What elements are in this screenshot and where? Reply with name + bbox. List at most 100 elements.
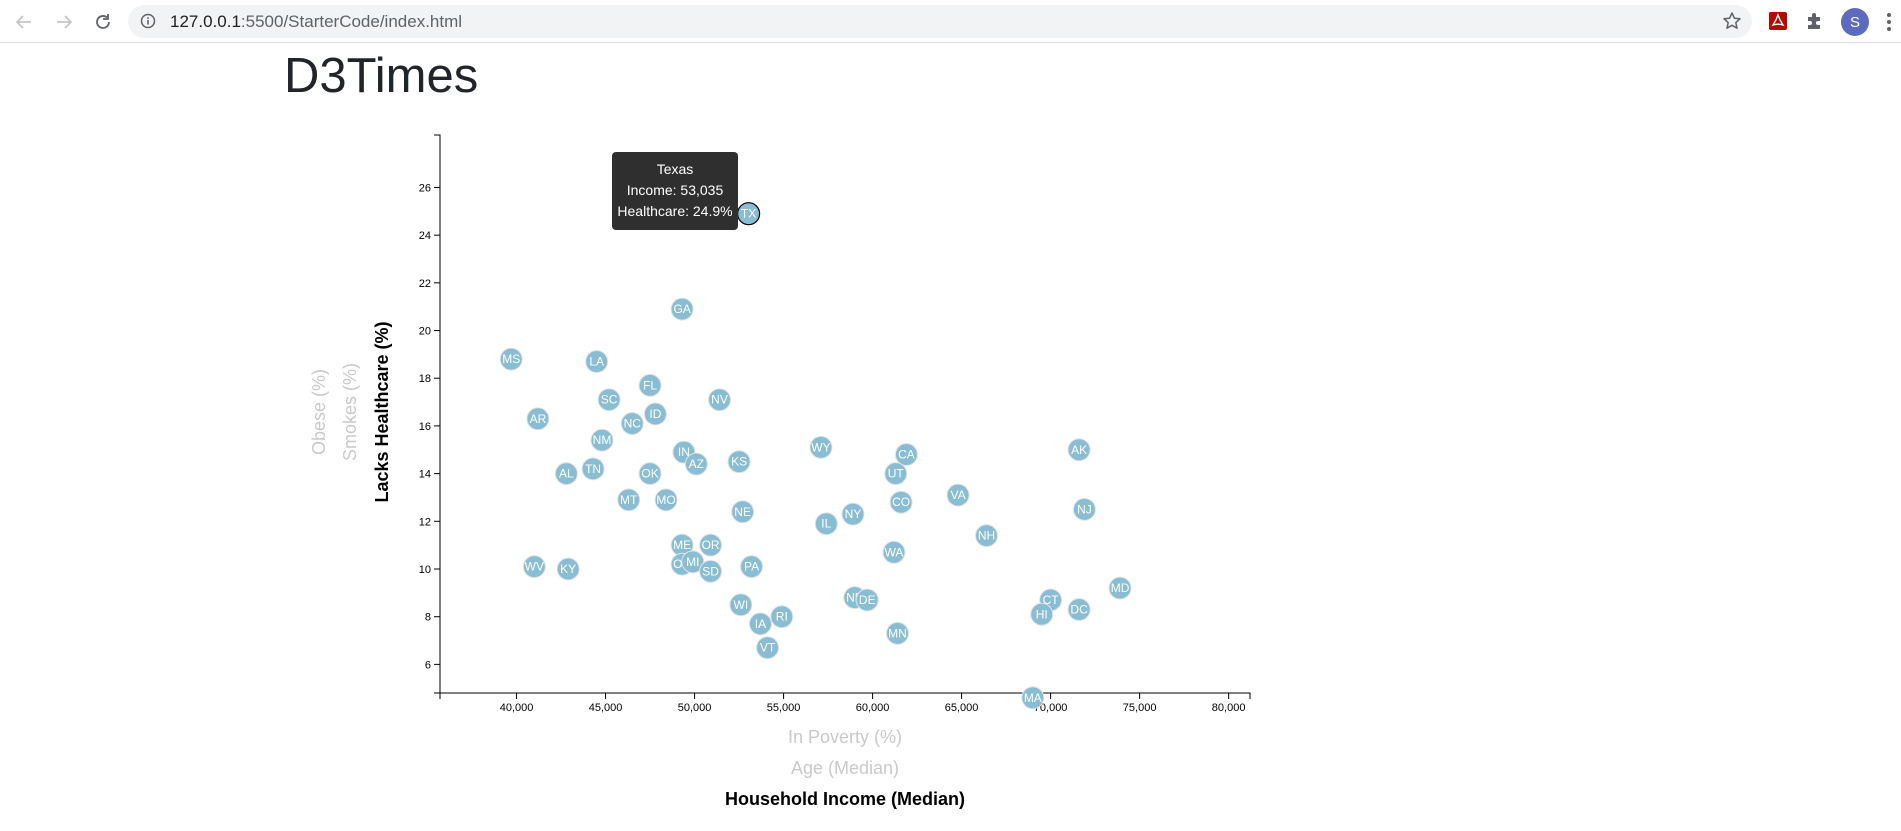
url-text[interactable]: 127.0.0.1:5500/StarterCode/index.html — [170, 12, 462, 32]
state-label: MI — [686, 555, 699, 569]
puzzle-icon[interactable] — [1803, 9, 1827, 33]
state-label: MS — [502, 352, 520, 366]
state-point-il[interactable] — [814, 512, 838, 536]
state-label: MN — [888, 626, 907, 640]
state-label: DE — [859, 593, 876, 607]
state-point-fl[interactable] — [638, 373, 662, 397]
state-point-nh[interactable] — [975, 524, 999, 548]
state-label: NV — [711, 393, 728, 407]
state-point-ks[interactable] — [727, 450, 751, 474]
forward-arrow-icon[interactable] — [52, 10, 76, 34]
state-point-mi[interactable] — [681, 550, 705, 574]
y-tick-label: 18 — [419, 373, 431, 385]
state-point-ma[interactable] — [1021, 686, 1045, 710]
state-point-ar[interactable] — [526, 407, 550, 431]
chart-axis-labels: In Poverty (%) Age (Median) Household Inco… — [309, 321, 965, 809]
state-point-sd[interactable] — [699, 559, 723, 583]
state-label: IN — [678, 445, 690, 459]
tooltip-income: Income: 53,035 — [626, 182, 724, 198]
y-tick-label: 8 — [425, 612, 431, 624]
state-point-nc[interactable] — [620, 412, 644, 436]
info-icon[interactable] — [140, 13, 156, 34]
state-point-dc[interactable] — [1067, 598, 1091, 622]
state-point-hi[interactable] — [1030, 602, 1054, 626]
state-point-ri[interactable] — [770, 605, 794, 629]
state-point-ia[interactable] — [748, 612, 772, 636]
state-point-va[interactable] — [946, 483, 970, 507]
tooltip-state: Texas — [656, 161, 694, 177]
y-tick-label: 12 — [419, 516, 431, 528]
state-label: CO — [892, 495, 910, 509]
y-axis-label[interactable]: Obese (%) — [309, 369, 329, 455]
x-tick-label: 55,000 — [767, 702, 801, 714]
state-point-ut[interactable] — [884, 462, 908, 486]
state-point-co[interactable] — [889, 490, 913, 514]
state-label: NJ — [1077, 502, 1092, 516]
y-tick-label: 24 — [419, 230, 431, 242]
x-axis-label[interactable]: Age (Median) — [791, 758, 899, 778]
state-label: WI — [734, 598, 749, 612]
pdf-extension-icon[interactable] — [1766, 9, 1790, 33]
x-tick-label: 80,000 — [1212, 702, 1246, 714]
state-point-pa[interactable] — [740, 555, 764, 579]
avatar[interactable]: S — [1841, 8, 1869, 36]
state-point-mt[interactable] — [617, 488, 641, 512]
state-point-nv[interactable] — [707, 388, 731, 412]
x-tick-label: 60,000 — [856, 702, 890, 714]
state-point-wy[interactable] — [809, 435, 833, 459]
state-point-ne[interactable] — [731, 500, 755, 524]
y-tick-label: 20 — [419, 326, 431, 338]
state-label: AK — [1071, 443, 1087, 457]
state-point-ok[interactable] — [638, 462, 662, 486]
x-tick-label: 45,000 — [589, 702, 623, 714]
state-point-ny[interactable] — [841, 502, 865, 526]
y-axis-label[interactable]: Smokes (%) — [340, 363, 360, 461]
state-point-ca[interactable] — [894, 443, 918, 467]
tooltip-healthcare: Healthcare: 24.9% — [617, 203, 733, 219]
state-point-tn[interactable] — [581, 457, 605, 481]
state-point-mn[interactable] — [886, 621, 910, 645]
state-point-mo[interactable] — [654, 488, 678, 512]
state-point-sc[interactable] — [597, 388, 621, 412]
state-label: OK — [641, 467, 658, 481]
state-point-md[interactable] — [1108, 576, 1132, 600]
y-axis-label[interactable]: Lacks Healthcare (%) — [372, 321, 392, 502]
state-point-al[interactable] — [554, 462, 578, 486]
state-point-ak[interactable] — [1067, 438, 1091, 462]
x-axis-label[interactable]: Household Income (Median) — [725, 789, 965, 809]
state-point-ky[interactable] — [556, 557, 580, 581]
state-label: LA — [589, 355, 604, 369]
chart-axes: 40,000 45,000 50,000 55,000 60,000 65,000 70,0… — [419, 134, 1251, 714]
x-axis-label[interactable]: In Poverty (%) — [788, 727, 902, 747]
back-arrow-icon[interactable] — [12, 10, 36, 34]
avatar-letter: S — [1849, 13, 1860, 31]
y-tick-label: 22 — [419, 278, 431, 290]
address-bar[interactable]: 127.0.0.1:5500/StarterCode/index.html — [128, 5, 1752, 38]
state-point-de[interactable] — [855, 588, 879, 612]
state-label: OR — [702, 538, 720, 552]
state-point-id[interactable] — [643, 402, 667, 426]
reload-icon[interactable] — [91, 10, 115, 34]
state-point-nj[interactable] — [1072, 497, 1096, 521]
state-point-or[interactable] — [699, 533, 723, 557]
state-point-az[interactable] — [684, 452, 708, 476]
state-point-la[interactable] — [585, 350, 609, 374]
star-icon[interactable] — [1722, 11, 1742, 36]
state-point-wa[interactable] — [882, 540, 906, 564]
state-point-ms[interactable] — [499, 347, 523, 371]
state-point-wv[interactable] — [522, 555, 546, 579]
url-path: :5500/StarterCode/index.html — [240, 12, 463, 31]
state-point-wi[interactable] — [729, 593, 753, 617]
menu-dots-icon[interactable] — [1884, 10, 1894, 34]
state-label: CA — [898, 448, 915, 462]
state-point-vt[interactable] — [756, 636, 780, 660]
state-label: NE — [734, 505, 751, 519]
state-label: NH — [978, 529, 995, 543]
state-point-nm[interactable] — [590, 428, 614, 452]
state-label: WY — [811, 440, 830, 454]
state-label: MT — [620, 493, 638, 507]
state-label: IL — [821, 517, 831, 531]
state-point-ga[interactable] — [670, 297, 694, 321]
y-axis-line — [434, 134, 441, 694]
y-tick-label: 6 — [425, 659, 431, 671]
